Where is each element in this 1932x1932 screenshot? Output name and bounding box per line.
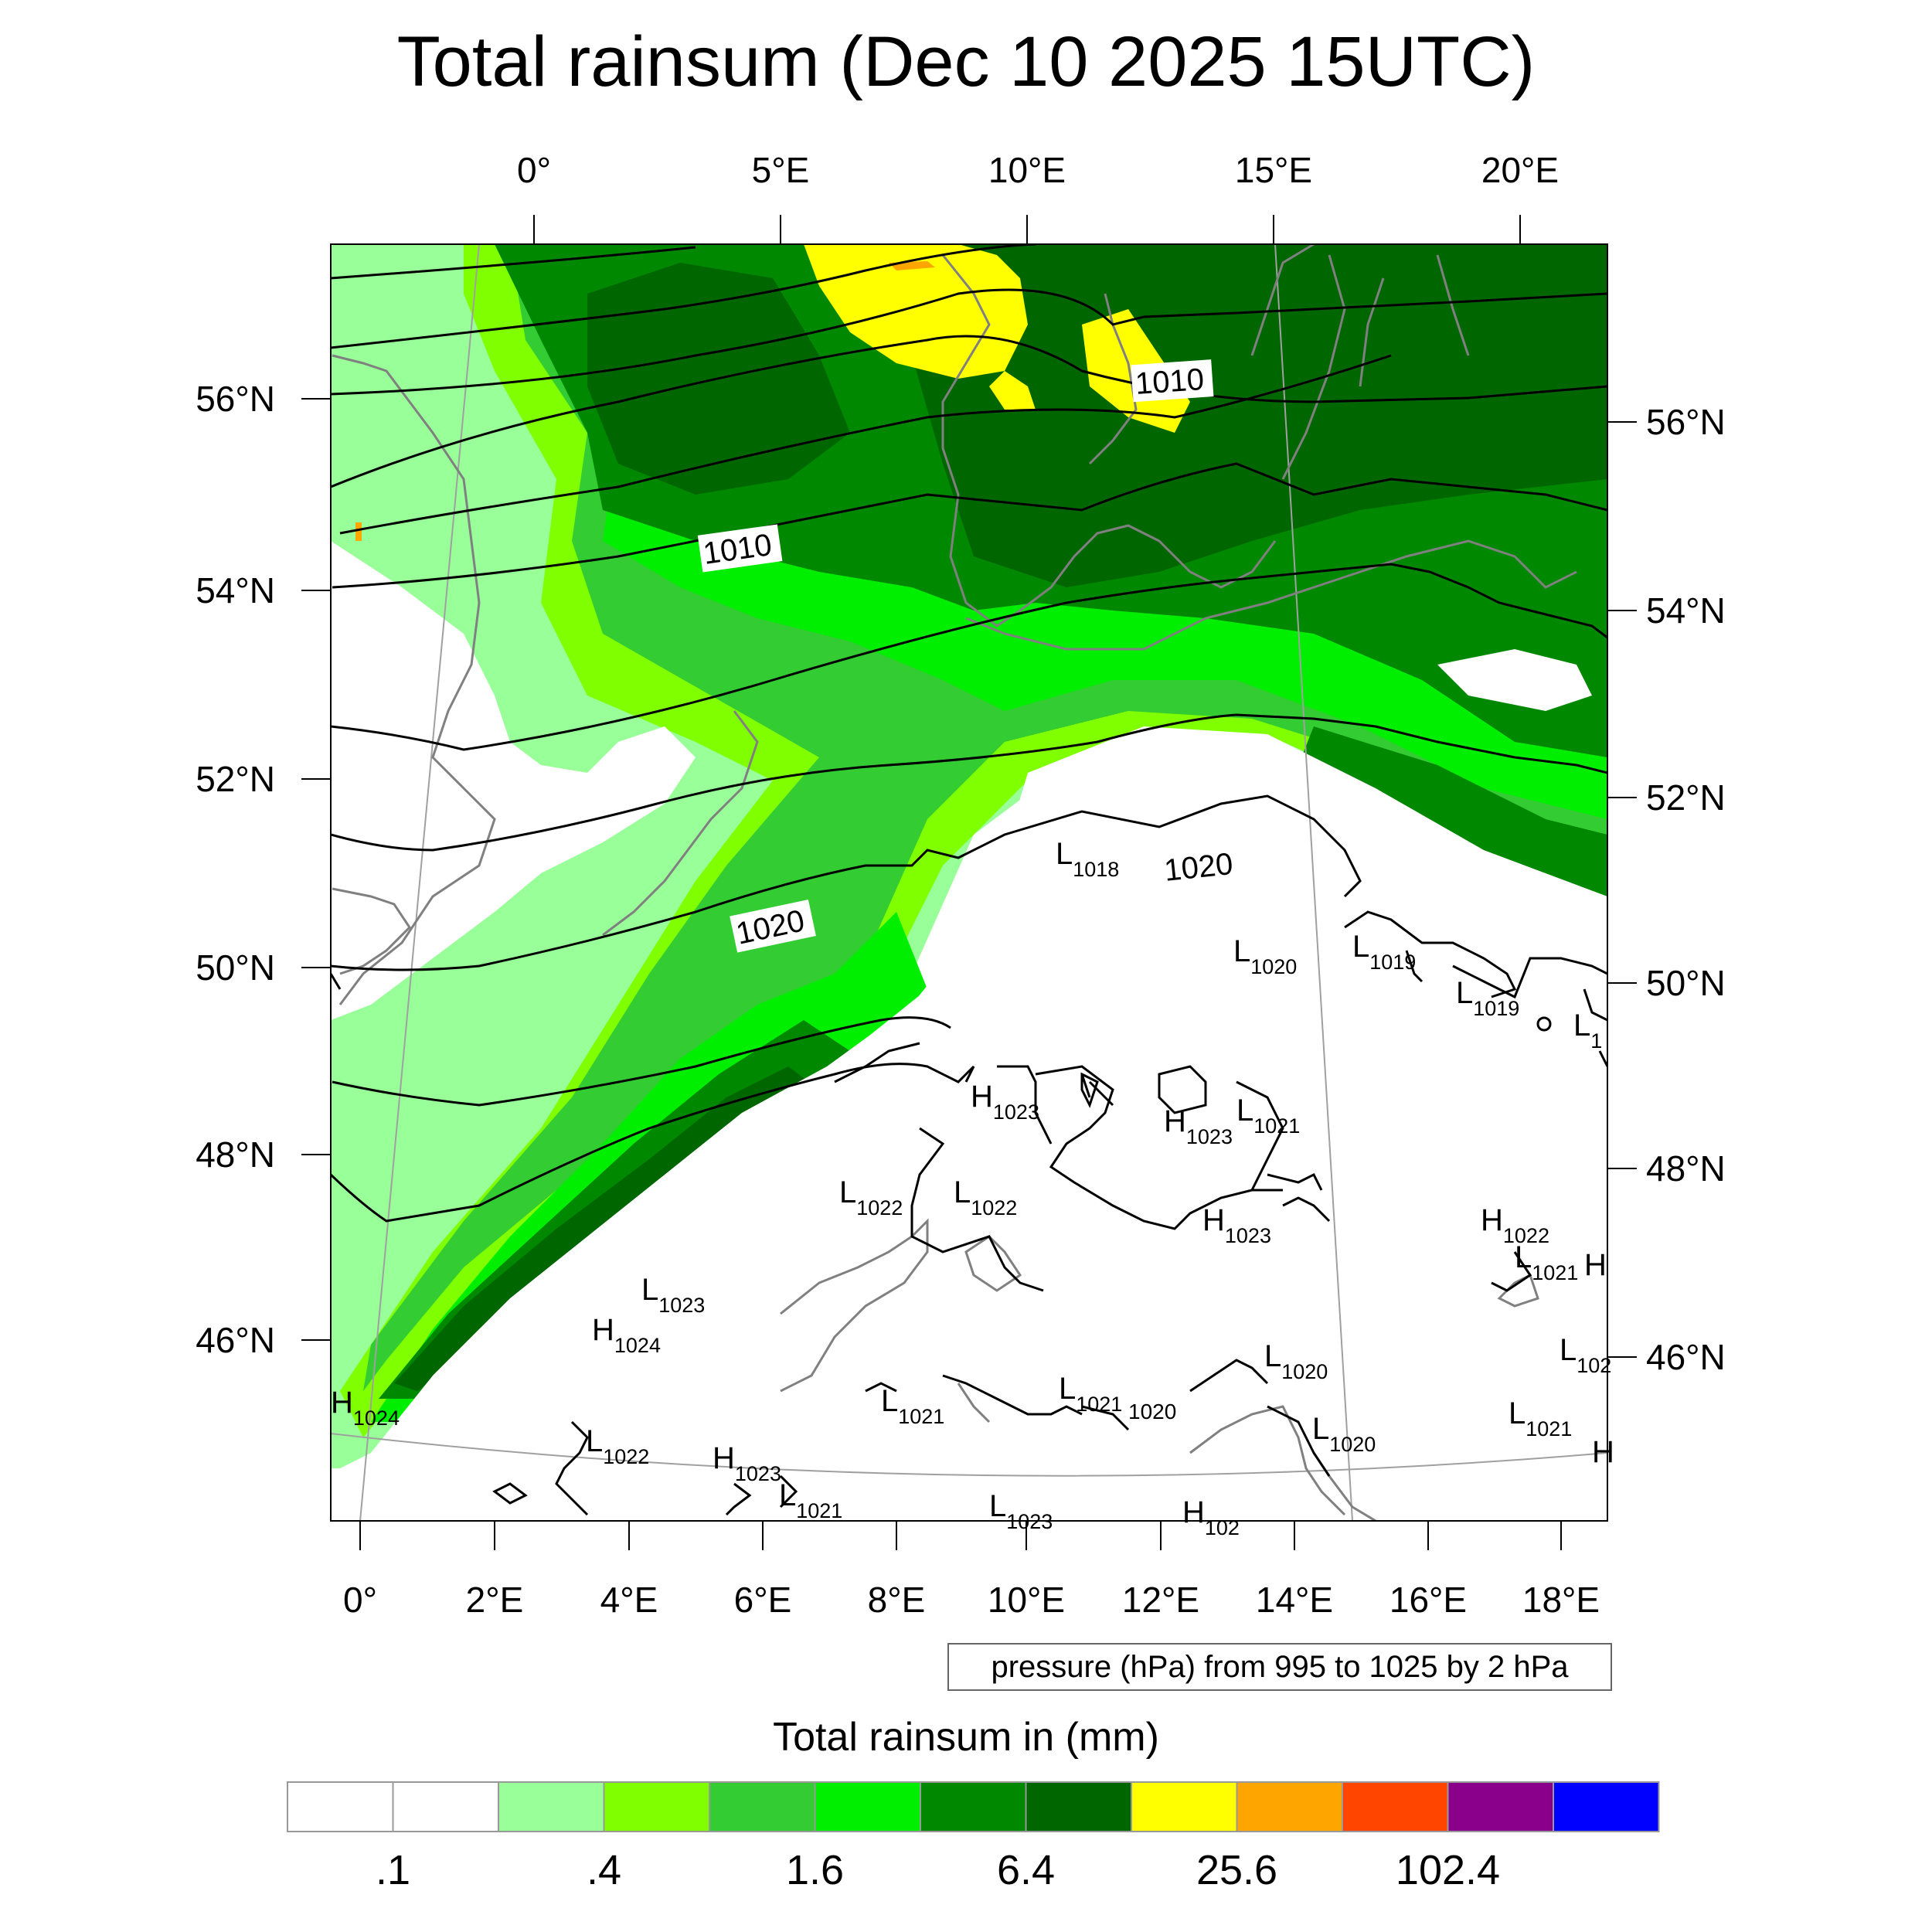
colorbar-swatch <box>1131 1781 1238 1832</box>
colorbar-tick-label: .4 <box>587 1847 621 1893</box>
colorbar-title: Total rainsum in (mm) <box>773 1715 1159 1760</box>
colorbar-tick-label: 25.6 <box>1196 1847 1277 1893</box>
left-lat-label: 46°N <box>196 1320 275 1360</box>
colorbar-swatch <box>814 1781 921 1832</box>
high-pressure-label: H102 <box>1182 1495 1240 1539</box>
bottom-lon-label: 12°E <box>1122 1580 1199 1620</box>
right-lat-label: 46°N <box>1646 1337 1726 1377</box>
tick-marks <box>301 215 1637 1550</box>
left-lat-label: 54°N <box>196 570 275 611</box>
rain-area-darkest <box>394 244 1607 1391</box>
left-axis-labels: 56°N 54°N 52°N 50°N 48°N 46°N <box>196 379 275 1360</box>
contour-label: 1010 <box>1134 362 1206 401</box>
right-lat-label: 56°N <box>1646 402 1726 442</box>
bottom-lon-label: 2°E <box>466 1580 524 1620</box>
left-lat-label: 56°N <box>196 379 275 419</box>
bottom-lon-label: 6°E <box>734 1580 792 1620</box>
colorbar-swatch <box>1025 1781 1132 1832</box>
isobar-value-label: 1020 <box>1128 1400 1176 1423</box>
right-lat-label: 54°N <box>1646 590 1726 631</box>
graticule <box>331 244 1607 1521</box>
bottom-lon-label: 14°E <box>1256 1580 1333 1620</box>
colorbar <box>287 1781 1660 1832</box>
bottom-lon-label: 16°E <box>1389 1580 1467 1620</box>
stray-isobar-label: 1020 <box>1128 1400 1176 1423</box>
contour-label: 1020 <box>1162 847 1234 888</box>
top-lon-label: 10°E <box>988 150 1066 190</box>
colorbar-swatch <box>392 1781 499 1832</box>
pressure-note: pressure (hPa) from 995 to 1025 by 2 hPa <box>947 1643 1612 1691</box>
colorbar-tick-label: 102.4 <box>1396 1847 1500 1893</box>
contour-labels: 1010 1010 1020 1020 <box>697 359 1234 953</box>
plot-frame <box>330 243 1608 1522</box>
left-lat-label: 50°N <box>196 947 275 988</box>
colorbar-tick-label: 6.4 <box>997 1847 1055 1893</box>
right-lat-label: 50°N <box>1646 963 1726 1003</box>
rainfall-field <box>331 244 1607 1521</box>
colorbar-tick-label: .1 <box>376 1847 410 1893</box>
top-lon-label: 0° <box>517 150 551 190</box>
colorbar-swatch <box>1236 1781 1343 1832</box>
left-lat-label: 52°N <box>196 759 275 799</box>
map-title: Total rainsum (Dec 10 2025 15UTC) <box>396 22 1536 101</box>
colorbar-swatch <box>287 1781 394 1832</box>
top-lon-label: 15°E <box>1235 150 1312 190</box>
colorbar-swatch <box>1342 1781 1449 1832</box>
colorbar-tick-label: 1.6 <box>786 1847 844 1893</box>
colorbar-swatch <box>498 1781 605 1832</box>
no-rain-patch <box>1437 649 1592 711</box>
rain-area-dark <box>379 244 1607 1399</box>
low-pressure-label: L1021 <box>779 1478 842 1522</box>
bottom-axis-labels: 0° 2°E 4°E 6°E 8°E 10°E 12°E 14°E 16°E 1… <box>343 1580 1600 1620</box>
bottom-lon-label: 0° <box>343 1580 377 1620</box>
bottom-lon-label: 18°E <box>1522 1580 1600 1620</box>
left-lat-label: 48°N <box>196 1134 275 1175</box>
colorbar-swatch <box>1553 1781 1660 1832</box>
high-pressure-label: H <box>1584 1248 1607 1282</box>
bottom-lon-label: 10°E <box>988 1580 1065 1620</box>
top-axis-labels: 0° 5°E 10°E 15°E 20°E <box>517 150 1559 190</box>
high-pressure-label: H <box>1592 1435 1614 1469</box>
colorbar-labels: .1 .4 1.6 6.4 25.6 102.4 <box>376 1847 1500 1893</box>
top-lon-label: 5°E <box>752 150 810 190</box>
top-lon-label: 20°E <box>1481 150 1559 190</box>
rain-area-yellow <box>433 244 1190 1383</box>
colorbar-swatch <box>709 1781 816 1832</box>
right-axis-labels: 56°N 54°N 52°N 50°N 48°N 46°N <box>1646 402 1726 1377</box>
colorbar-swatch <box>603 1781 710 1832</box>
bottom-lon-label: 4°E <box>600 1580 658 1620</box>
right-lat-label: 52°N <box>1646 777 1726 818</box>
colorbar-swatch <box>920 1781 1027 1832</box>
bottom-lon-label: 8°E <box>868 1580 926 1620</box>
colorbar-swatch <box>1447 1781 1554 1832</box>
no-rain-area <box>331 541 1607 1521</box>
right-lat-label: 48°N <box>1646 1148 1726 1189</box>
